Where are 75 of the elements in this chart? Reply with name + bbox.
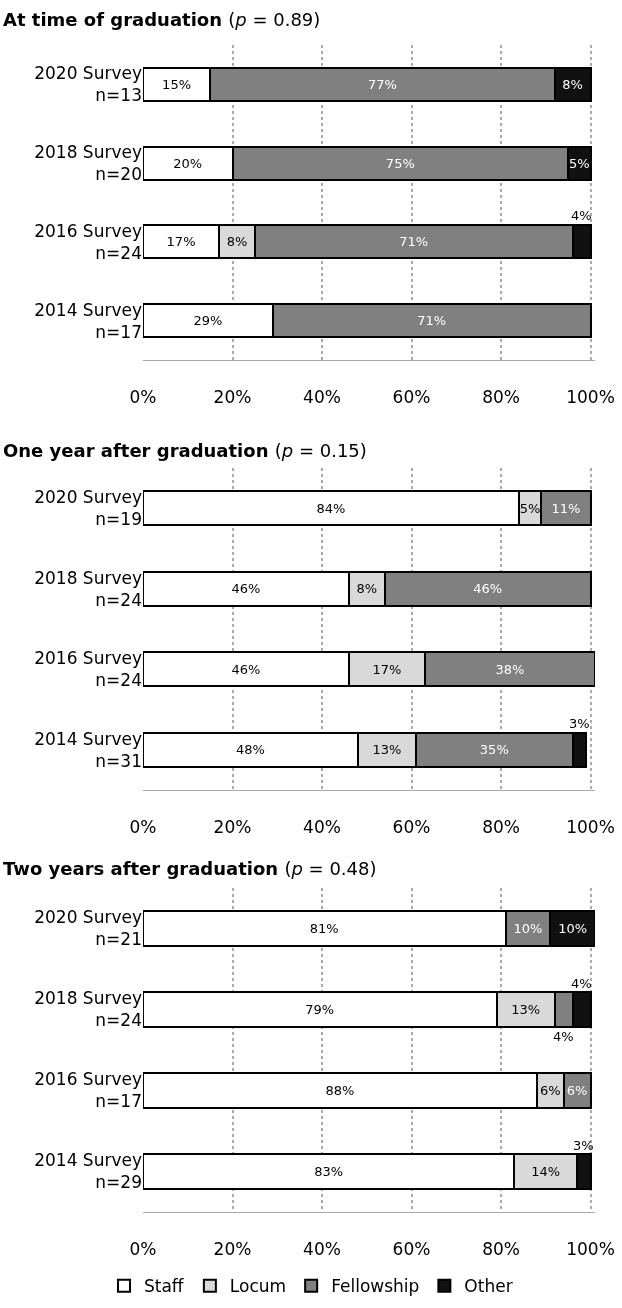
data-label: 3% [573, 1138, 594, 1153]
legend-label: Other [464, 1276, 513, 1297]
x-tick-label: 80% [482, 1239, 520, 1260]
data-label: 14% [531, 1164, 561, 1179]
data-label: 6% [539, 1083, 561, 1098]
x-tick-label: 100% [566, 1239, 615, 1260]
data-label: 81% [309, 921, 339, 936]
x-tick-label: 0% [129, 387, 157, 408]
x-tick-label: 40% [303, 1239, 341, 1260]
y-tick-label: 2016 Survey n=17 [34, 1069, 142, 1112]
data-label: 13% [511, 1002, 541, 1017]
x-tick-label: 20% [213, 387, 252, 408]
data-label: 84% [316, 500, 346, 516]
y-tick-label: 2018 Survey n=24 [34, 988, 142, 1031]
legend-label: Staff [144, 1276, 185, 1297]
data-label: 3% [569, 716, 590, 731]
x-tick-label: 60% [392, 817, 431, 838]
x-tick-label: 20% [213, 817, 252, 838]
x-tick-label: 60% [392, 387, 431, 408]
data-label: 20% [173, 155, 203, 171]
data-label: 77% [367, 76, 397, 92]
data-label: 10% [558, 921, 588, 936]
data-label: 46% [231, 581, 261, 597]
x-tick-label: 60% [392, 1239, 431, 1260]
x-tick-label: 80% [482, 817, 520, 838]
data-label: 88% [325, 1083, 355, 1098]
legend-label: Fellowship [331, 1276, 420, 1297]
y-tick-label: 2018 Survey n=24 [34, 567, 142, 610]
chart-title: One year after graduation (p = 0.15) [3, 440, 367, 461]
data-label: 79% [305, 1002, 335, 1017]
x-tick-label: 0% [129, 817, 157, 838]
data-label: 75% [385, 155, 415, 171]
chart-title: At time of graduation (p = 0.89) [3, 9, 321, 30]
data-label: 38% [495, 661, 525, 677]
y-tick-label: 2016 Survey n=24 [34, 648, 142, 691]
data-label: 15% [162, 76, 192, 92]
x-tick-label: 20% [213, 1239, 252, 1260]
data-label: 29% [193, 313, 223, 329]
data-label: 17% [372, 661, 402, 677]
y-tick-label: 2016 Survey n=24 [34, 220, 142, 263]
y-tick-label: 2020 Survey n=21 [34, 907, 142, 950]
x-tick-label: 40% [303, 817, 341, 838]
data-label: 46% [231, 661, 261, 677]
y-tick-label: 2014 Survey n=29 [34, 1150, 142, 1193]
x-tick-label: 100% [566, 387, 615, 408]
x-tick-label: 0% [129, 1239, 157, 1260]
legend-label: Locum [229, 1276, 287, 1297]
data-label: 13% [372, 742, 402, 758]
data-label: 6% [566, 1083, 588, 1098]
data-label: 4% [571, 976, 592, 991]
data-label: 46% [473, 581, 503, 597]
data-label: 5% [569, 155, 590, 171]
data-label: 48% [235, 742, 265, 758]
x-tick-label: 40% [303, 387, 341, 408]
data-label: 71% [399, 234, 429, 250]
y-tick-label: 2020 Survey n=13 [34, 63, 142, 106]
data-label: 83% [314, 1164, 344, 1179]
data-label: 8% [226, 234, 248, 250]
data-label: 11% [551, 500, 581, 516]
data-label: 5% [519, 500, 541, 516]
data-label: 4% [553, 1029, 574, 1044]
y-tick-label: 2014 Survey n=17 [34, 299, 142, 342]
y-tick-label: 2018 Survey n=20 [34, 142, 142, 185]
data-label: 35% [479, 742, 509, 758]
data-label: 17% [166, 234, 196, 250]
y-tick-label: 2020 Survey n=19 [34, 487, 142, 530]
x-tick-label: 80% [482, 387, 520, 408]
data-label: 10% [513, 921, 543, 936]
chart-title: Two years after graduation (p = 0.48) [3, 858, 377, 879]
data-label: 71% [417, 313, 447, 329]
y-tick-label: 2014 Survey n=31 [34, 728, 142, 771]
x-tick-label: 100% [566, 817, 615, 838]
data-label: 8% [356, 581, 378, 597]
data-label: 8% [562, 76, 583, 92]
data-label: 4% [571, 208, 592, 223]
